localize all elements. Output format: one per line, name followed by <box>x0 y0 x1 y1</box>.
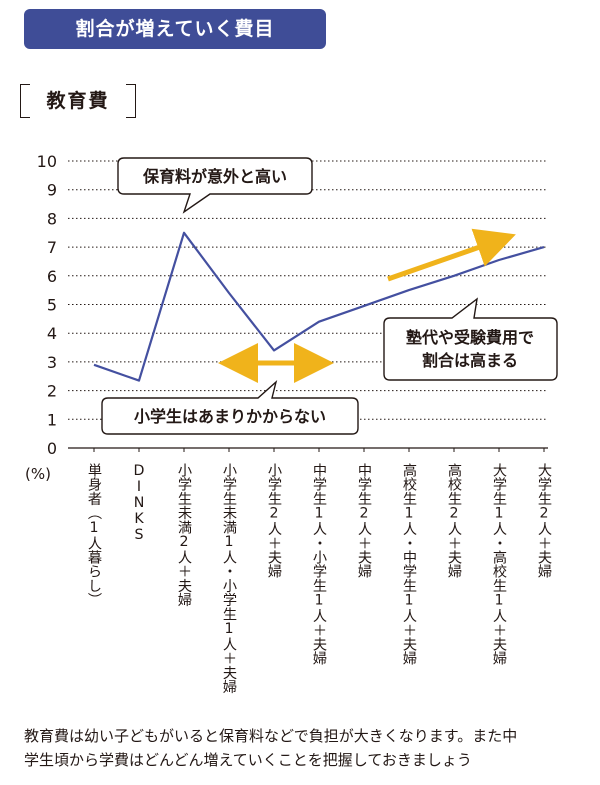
x-category-label: 中学生1人・小学生1人＋夫婦 <box>311 463 327 666</box>
callout-elementary: 小学生はあまりかからない <box>101 379 359 435</box>
x-category-label: 中学生2人＋夫婦 <box>356 463 372 579</box>
header-badge: 割合が増えていく費目 <box>24 9 326 49</box>
rising-arrow <box>387 228 516 282</box>
section-title-text: 教育費 <box>46 90 110 112</box>
y-tick-label: 2 <box>47 382 57 401</box>
left-bracket <box>20 84 30 118</box>
y-tick-label: 9 <box>47 181 57 200</box>
footer-line-1: 教育費は幼い子どもがいると保育料などで負担が大きくなります。また中 <box>24 727 518 745</box>
y-tick-label: 4 <box>47 324 57 343</box>
series-line <box>93 231 545 382</box>
education-cost-chart: 0 1 2 3 4 5 6 7 8 9 10 (%) 単身者（1人暮らし） DINKS 小学生未満2人＋… <box>25 152 558 694</box>
y-tick-label: 3 <box>47 353 57 372</box>
callout-elementary-text: 小学生はあまりかからない <box>134 407 326 426</box>
callout-nursery: 保育料が意外と高い <box>117 157 313 214</box>
x-category-label: 高校生1人・中学生1人＋夫婦 <box>401 462 417 665</box>
footer-line-2: 学生頃から学費はどんどん増えていくことを把握しておきましょう <box>24 751 472 769</box>
y-tick-label: 1 <box>47 410 57 429</box>
callout-cram-school: 塾代や受験費用で 割合は高まる <box>383 297 558 381</box>
x-category-label: 小学生未満1人・小学生1人＋夫婦 <box>221 463 237 694</box>
x-category-label: 小学生未満2人＋夫婦 <box>176 463 192 607</box>
y-tick-label: 6 <box>47 267 57 286</box>
y-tick-label: 7 <box>47 238 57 257</box>
x-category-label: 大学生1人・高校生1人＋夫婦 <box>491 463 507 666</box>
y-tick-label: 5 <box>47 296 57 315</box>
callout-cram-school-line2: 割合は高まる <box>422 351 518 370</box>
y-unit-label: (%) <box>25 465 51 483</box>
footer-note: 教育費は幼い子どもがいると保育料などで負担が大きくなります。また中 学生頃から学… <box>24 724 584 772</box>
x-category-label: 大学生2人＋夫婦 <box>536 463 552 579</box>
x-category-label: 小学生2人＋夫婦 <box>266 463 282 579</box>
right-bracket <box>126 84 136 118</box>
x-category-label: 高校生2人＋夫婦 <box>446 462 462 578</box>
x-category-label: DINKS <box>131 463 147 543</box>
callout-cram-school-line1: 塾代や受験費用で <box>406 328 534 347</box>
x-category-label: 単身者（1人暮らし） <box>86 463 102 607</box>
y-tick-label: 0 <box>47 439 57 458</box>
callout-nursery-text: 保育料が意外と高い <box>142 167 287 186</box>
y-tick-label: 8 <box>47 209 57 228</box>
y-tick-label: 10 <box>37 152 57 171</box>
section-title: 教育費 <box>20 84 136 118</box>
